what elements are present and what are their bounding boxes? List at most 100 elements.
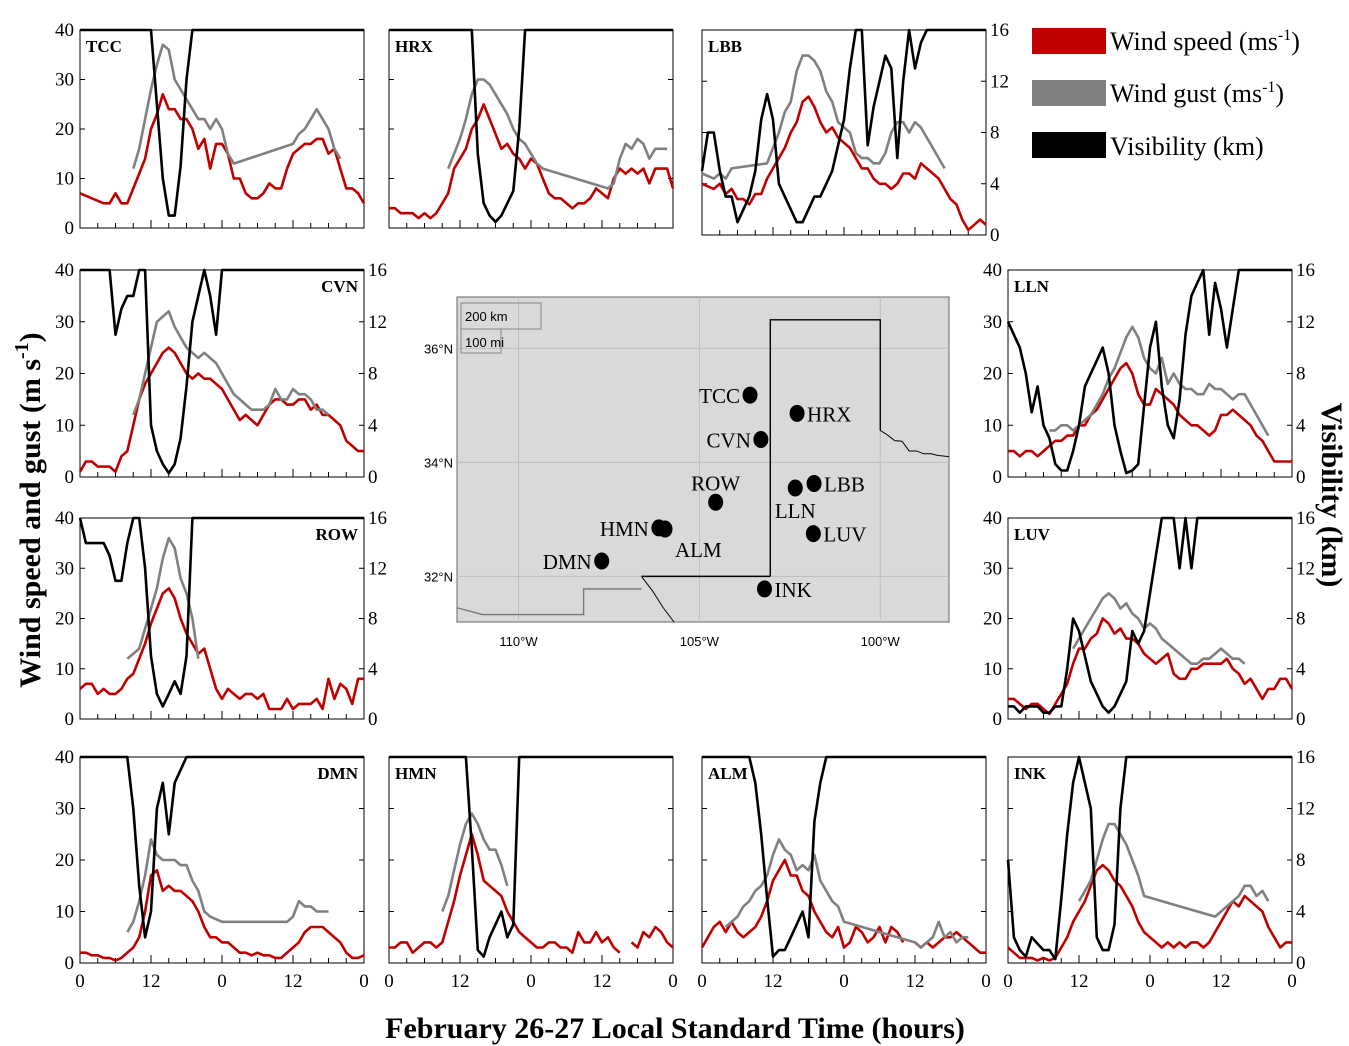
series-line-wind-gust xyxy=(701,54,946,180)
wind-tick-label: 30 xyxy=(983,312,1002,333)
wind-tick-label: 10 xyxy=(983,659,1002,680)
panel-frame xyxy=(388,29,674,229)
wind-tick-label: 0 xyxy=(993,467,1003,488)
rio-grande-border xyxy=(641,576,675,623)
panel-frame xyxy=(1007,756,1293,964)
series-line-wind-gust xyxy=(1077,822,1270,918)
time-tick-label: 0 xyxy=(668,971,678,992)
series-line-visibility xyxy=(80,268,364,475)
series-line-wind-gust xyxy=(1071,592,1246,666)
series-line-visibility xyxy=(389,755,673,958)
vis-tick-label: 4 xyxy=(1296,659,1306,680)
wind-tick-label: 20 xyxy=(55,850,74,871)
panel-lln: 0 10 20 30 40 0 4 8 12 16 LLN xyxy=(983,260,1315,488)
panel-frame xyxy=(388,756,674,964)
panel-luv: 0 10 20 30 40 0 4 8 12 16 LUV xyxy=(983,508,1315,730)
legend: Wind speed (ms-1) Wind gust (ms-1) Visib… xyxy=(1032,27,1300,161)
series-line-visibility xyxy=(389,28,673,224)
series-line-wind-speed xyxy=(701,95,987,232)
lon-tick-label: 105°W xyxy=(680,634,720,649)
station-label: ROW xyxy=(316,525,359,544)
vis-tick-label: 16 xyxy=(1296,508,1315,529)
wind-tick-label: 30 xyxy=(55,799,74,820)
station-marker-hrx xyxy=(789,404,805,422)
series-line-visibility xyxy=(80,28,364,217)
wind-tick-label: 30 xyxy=(55,70,74,91)
station-marker-luv xyxy=(805,525,821,543)
time-tick-label: 12 xyxy=(451,971,470,992)
series-line-visibility xyxy=(1006,755,1292,961)
wind-tick-label: 20 xyxy=(983,609,1002,630)
vis-tick-label: 8 xyxy=(1296,364,1306,385)
wind-tick-label: 10 xyxy=(55,169,74,190)
map-background xyxy=(456,296,950,623)
time-tick-label: 0 xyxy=(359,971,369,992)
station-label: LBB xyxy=(708,37,742,56)
scale-label-km: 200 km xyxy=(465,309,508,324)
wind-tick-label: 0 xyxy=(65,953,75,974)
vis-tick-label: 4 xyxy=(1296,415,1306,436)
station-map-label: ROW xyxy=(691,471,740,495)
station-map-label: DMN xyxy=(543,550,592,574)
time-tick-label: 12 xyxy=(593,971,612,992)
series-line-visibility xyxy=(78,516,364,708)
station-map-label: CVN xyxy=(707,429,751,453)
series-line-wind-gust xyxy=(132,310,330,416)
station-label: HRX xyxy=(395,37,434,56)
wind-tick-label: 40 xyxy=(55,20,74,41)
vis-tick-label: 8 xyxy=(1296,850,1306,871)
station-label: TCC xyxy=(86,37,122,56)
panel-ink: 0 4 8 12 16 0 12 0 12 0 INK xyxy=(1003,747,1315,992)
station-marker-cvn xyxy=(753,431,769,449)
panel-hmn: 0 12 0 12 0 HMN xyxy=(384,755,678,992)
time-tick-label: 12 xyxy=(1070,971,1089,992)
panel-alm: 0 12 0 12 0 ALM xyxy=(697,755,991,992)
wind-tick-label: 0 xyxy=(65,709,75,730)
series-line-wind-speed xyxy=(389,832,621,955)
panel-hrx: HRX xyxy=(388,28,675,229)
vis-tick-label: 0 xyxy=(990,225,1000,246)
time-tick-label: 0 xyxy=(75,971,85,992)
series-line-visibility xyxy=(1008,516,1292,715)
vis-tick-label: 0 xyxy=(368,467,378,488)
vis-tick-label: 0 xyxy=(1296,467,1306,488)
vis-tick-label: 8 xyxy=(1296,609,1306,630)
panel-dmn: 0 10 20 30 40 0 12 0 12 0 DMN xyxy=(55,747,369,992)
station-label: ALM xyxy=(708,764,748,783)
station-marker-dmn xyxy=(594,552,610,570)
lat-tick-label: 34°N xyxy=(424,455,453,470)
vis-tick-label: 12 xyxy=(1296,799,1315,820)
vis-tick-label: 4 xyxy=(368,659,378,680)
station-map-label: INK xyxy=(775,578,812,602)
panel-cvn: 0 10 20 30 40 0 4 8 12 16 CVN xyxy=(55,260,387,488)
wind-tick-label: 10 xyxy=(55,659,74,680)
vis-tick-label: 4 xyxy=(1296,902,1306,923)
series-line-wind-speed xyxy=(389,103,675,220)
time-tick-label: 0 xyxy=(526,971,536,992)
station-label: LUV xyxy=(1014,525,1051,544)
station-map-label: LUV xyxy=(823,523,866,547)
wind-tick-label: 20 xyxy=(55,119,74,140)
wind-tick-label: 40 xyxy=(983,508,1002,529)
wind-tick-label: 10 xyxy=(55,415,74,436)
time-tick-label: 12 xyxy=(284,971,303,992)
red-river-border xyxy=(879,429,950,458)
scale-bar-mi xyxy=(460,328,502,354)
station-label: LLN xyxy=(1014,277,1050,296)
series-line-wind-speed xyxy=(79,587,364,711)
series-line-wind-speed xyxy=(1007,863,1292,962)
vis-tick-label: 16 xyxy=(1296,747,1315,768)
series-line-wind-speed xyxy=(1008,361,1292,463)
legend-swatch-wind-gust xyxy=(1032,80,1106,106)
time-tick-label: 12 xyxy=(1212,971,1231,992)
wind-tick-label: 30 xyxy=(55,312,74,333)
legend-label-wind-gust: Wind gust (ms-1) xyxy=(1110,79,1284,108)
mexico-border xyxy=(456,588,642,616)
vis-tick-label: 16 xyxy=(1296,260,1315,281)
vis-tick-label: 4 xyxy=(368,415,378,436)
y-axis-label-left: Wind speed and gust (m s-1) xyxy=(11,332,47,687)
vis-tick-label: 4 xyxy=(990,174,1000,195)
wind-tick-label: 20 xyxy=(55,609,74,630)
panel-frame xyxy=(1007,517,1293,720)
lon-tick-label: 100°W xyxy=(861,634,901,649)
